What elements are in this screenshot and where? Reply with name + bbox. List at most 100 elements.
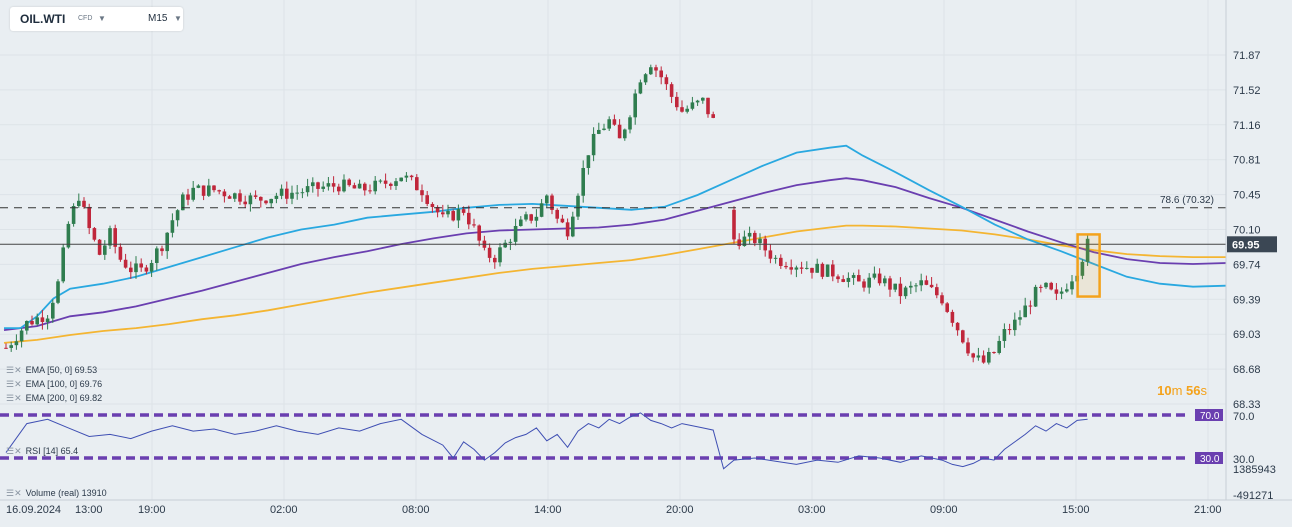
- candle-body: [1023, 305, 1027, 318]
- candle-body: [191, 187, 195, 200]
- x-tick-label: 09:00: [930, 504, 958, 516]
- candle-body: [966, 342, 970, 354]
- candle-body: [877, 273, 882, 284]
- candle-body: [1065, 289, 1069, 292]
- ema100-value: 69.76: [79, 379, 103, 389]
- candle-body: [456, 209, 461, 221]
- candle-body: [591, 133, 596, 156]
- current-price-label: 69.95: [1232, 239, 1260, 251]
- y-tick-label: 71.52: [1233, 85, 1261, 97]
- rsi-axis-lower: 30.0: [1233, 454, 1254, 466]
- last-candle-highlight: [1076, 233, 1101, 298]
- settings-icon[interactable]: ☰✕: [6, 365, 22, 375]
- volume-value: 13910: [81, 488, 107, 498]
- candle-body: [581, 167, 585, 196]
- candle-body: [253, 195, 258, 197]
- candle-body: [243, 201, 247, 205]
- candle-body: [607, 119, 611, 129]
- ema200-value: 69.82: [79, 393, 103, 403]
- symbol-bar[interactable]: OIL.WTI CFD ▼ M15 ▼: [10, 7, 183, 31]
- candle-body: [274, 195, 279, 199]
- candle-body: [992, 352, 996, 354]
- candle-body: [929, 284, 934, 288]
- candle-body: [357, 183, 362, 189]
- candle-body: [25, 320, 29, 331]
- settings-icon[interactable]: ☰✕: [6, 379, 22, 389]
- candle-body: [643, 74, 648, 83]
- ema200-legend[interactable]: ☰✕ EMA [200, 0] 69.82: [6, 393, 102, 404]
- rsi-lower-tag: [1195, 452, 1223, 464]
- ema100-legend[interactable]: ☰✕ EMA [100, 0] 69.76: [6, 379, 102, 390]
- ema50-label: EMA [50, 0]: [25, 365, 73, 375]
- candle-body: [919, 280, 923, 286]
- volume-label: Volume (real): [25, 488, 80, 498]
- candle-body: [950, 311, 955, 323]
- candle-body: [61, 247, 65, 282]
- candle-body: [212, 185, 216, 191]
- settings-icon[interactable]: ☰✕: [6, 488, 22, 498]
- candle-body: [40, 317, 45, 322]
- candle-body: [794, 267, 799, 270]
- candle-body: [987, 352, 991, 363]
- volume-legend[interactable]: ☰✕ Volume (real) 13910: [6, 488, 107, 499]
- candle-body: [368, 190, 372, 192]
- candle-body: [347, 179, 351, 186]
- y-tick-label: 68.68: [1233, 364, 1261, 376]
- volume-axis-bottom: -491271: [1233, 490, 1273, 502]
- ema-lines: [3, 144, 1227, 344]
- rsi-axis-upper: 70.0: [1233, 411, 1254, 423]
- candle-body: [940, 295, 944, 304]
- candle-body: [1059, 291, 1064, 294]
- candle-body: [342, 179, 346, 192]
- candle-body: [565, 222, 570, 237]
- x-tick-label: 08:00: [402, 504, 430, 516]
- candle-body: [14, 341, 19, 346]
- candle-body: [118, 246, 123, 260]
- candle-body: [955, 322, 960, 331]
- candle-body: [269, 198, 273, 204]
- candle-body: [903, 287, 908, 297]
- candle-body: [539, 203, 544, 217]
- rsi-legend[interactable]: ☰✕ RSI [14] 65.4: [6, 446, 78, 457]
- candle-body: [71, 206, 76, 224]
- rsi-panel: 70.0 30.0 70.0 30.0: [0, 409, 1254, 470]
- candle-body: [971, 353, 975, 358]
- candle-body: [909, 285, 913, 288]
- settings-icon[interactable]: ☰✕: [6, 446, 22, 456]
- timeframe-selector[interactable]: M15: [148, 13, 168, 24]
- candle-body: [1007, 329, 1012, 331]
- x-tick-label: 15:00: [1062, 504, 1090, 516]
- ema50-legend[interactable]: ☰✕ EMA [50, 0] 69.53: [6, 365, 97, 376]
- candle-body: [914, 285, 918, 287]
- y-tick-label: 69.39: [1233, 294, 1261, 306]
- timeframe-dropdown-icon[interactable]: ▼: [174, 14, 182, 23]
- candle-body: [862, 281, 866, 288]
- rsi-upper-tag-label: 70.0: [1200, 411, 1220, 422]
- candle-body: [883, 278, 887, 284]
- symbol-dropdown-icon[interactable]: ▼: [98, 14, 106, 23]
- y-tick-label: 71.87: [1233, 50, 1261, 62]
- candle-body: [961, 330, 965, 343]
- candle-body: [103, 245, 107, 255]
- candle-body: [1018, 317, 1022, 320]
- candle-body: [508, 241, 513, 243]
- settings-icon[interactable]: ☰✕: [6, 393, 22, 403]
- candle-body: [290, 192, 294, 199]
- candle-body: [742, 236, 747, 247]
- x-tick-label: 13:00: [75, 504, 103, 516]
- candle-body: [487, 247, 492, 258]
- candle-body: [612, 119, 617, 125]
- candle-body: [545, 195, 549, 204]
- y-tick-label: 70.45: [1233, 190, 1261, 202]
- candle-body: [259, 196, 263, 201]
- candle-body: [305, 186, 310, 193]
- volume-axis-top: 1385943: [1233, 464, 1276, 476]
- symbol-name[interactable]: OIL.WTI: [20, 12, 66, 26]
- y-tick-label: 70.10: [1233, 225, 1261, 237]
- ema50-value: 69.53: [74, 365, 98, 375]
- candle-body: [9, 345, 13, 348]
- candle-body: [87, 206, 91, 229]
- current-price-tag: [1227, 236, 1277, 253]
- candle-body: [66, 223, 71, 248]
